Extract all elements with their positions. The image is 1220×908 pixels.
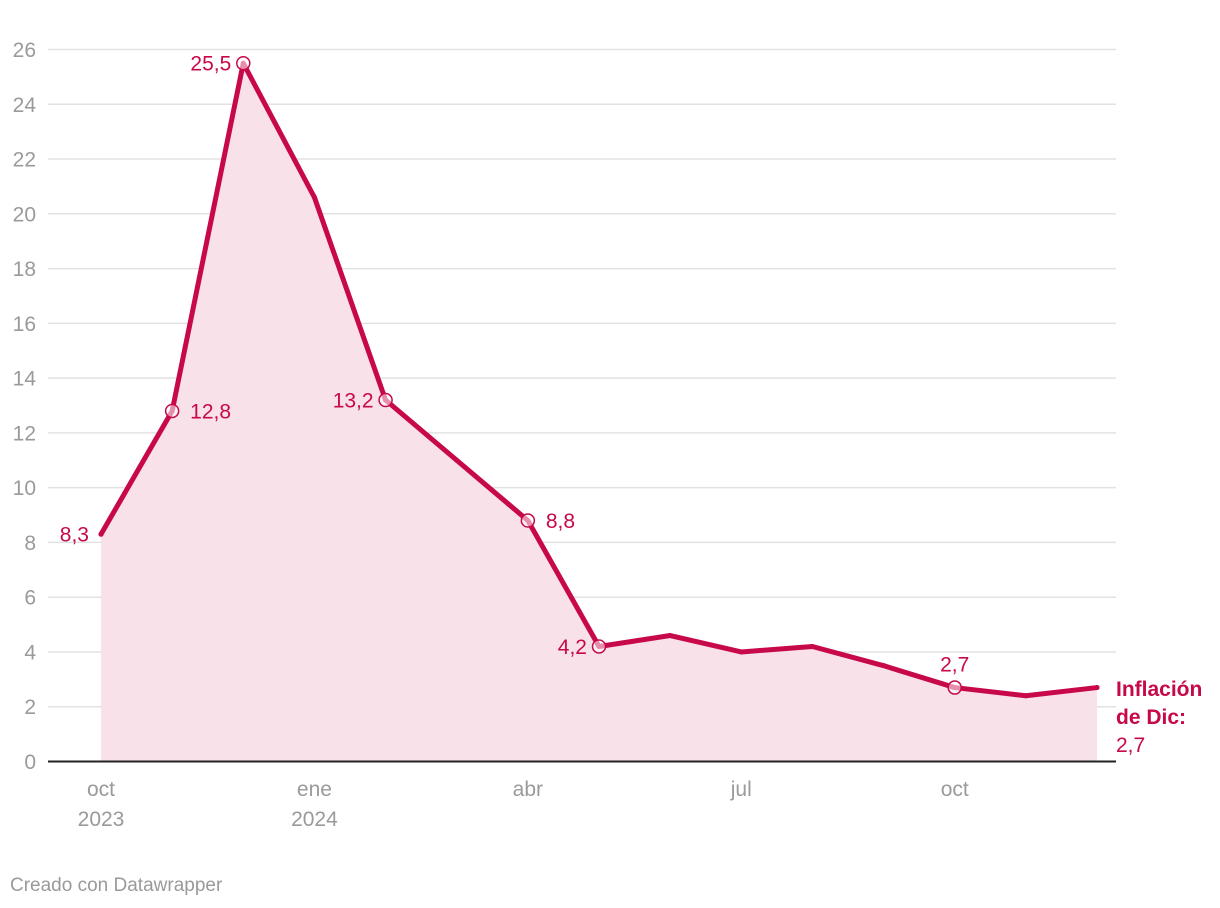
x-tick-label: oct: [941, 778, 969, 801]
axis-layer: oct 2023 ene 2024 abr jul oct: [48, 760, 1116, 831]
y-tick-label: 14: [13, 368, 37, 391]
x-tick-label: ene: [297, 778, 332, 801]
end-label-line2: de Dic:: [1116, 706, 1186, 729]
data-point-marker: [236, 55, 251, 71]
x-tick-label: jul: [730, 778, 752, 801]
data-point-marker: [520, 513, 536, 528]
data-label: 8,8: [546, 510, 575, 533]
y-tick-label: 4: [24, 641, 36, 664]
data-label: 8,3: [60, 524, 89, 547]
x-tick-label: abr: [513, 778, 543, 801]
marker-layer: [98, 55, 1100, 699]
data-point: [1023, 693, 1029, 699]
y-tick-label: 2: [24, 696, 36, 719]
data-point: [98, 531, 104, 537]
data-point-marker: [378, 392, 393, 408]
data-label: 12,8: [190, 400, 231, 423]
y-tick-label: 18: [13, 258, 36, 281]
data-label: 4,2: [558, 636, 587, 659]
data-label: 25,5: [190, 53, 231, 76]
data-label: 13,2: [333, 390, 374, 413]
data-point: [1094, 685, 1100, 691]
data-point: [311, 194, 317, 200]
label-layer: 8,3 12,8 25,5 13,2 8,8 4,2 2,7: [60, 53, 970, 677]
y-tick-label: 20: [13, 203, 36, 226]
y-tick-label: 0: [24, 751, 36, 774]
series-area: [101, 63, 1097, 762]
y-tick-label: 26: [13, 39, 36, 62]
data-point: [809, 643, 815, 649]
footer-credit: Creado con Datawrapper: [10, 875, 223, 896]
end-label-line1: Inflación: [1116, 678, 1202, 701]
y-tick-label: 24: [13, 94, 37, 117]
data-point: [881, 663, 887, 669]
y-tick-label: 16: [13, 313, 36, 336]
y-tick-label: 22: [13, 149, 36, 172]
y-tick-label: 12: [13, 422, 36, 445]
data-point-marker: [591, 639, 607, 654]
area-layer: [101, 63, 1097, 762]
x-tick-year-label: 2024: [291, 808, 338, 831]
y-tick-label: 6: [24, 587, 36, 610]
x-tick-label: oct: [87, 778, 115, 801]
end-label-value: 2,7: [1116, 734, 1145, 757]
data-point-marker: [164, 403, 180, 419]
y-tick-label: 10: [13, 477, 36, 500]
data-label: 2,7: [940, 654, 969, 677]
data-point: [454, 457, 460, 463]
data-point-marker: [947, 680, 962, 695]
y-tick-label: 8: [24, 532, 36, 555]
data-point: [667, 633, 673, 639]
x-tick-year-label: 2023: [78, 808, 125, 831]
data-point: [738, 649, 744, 655]
